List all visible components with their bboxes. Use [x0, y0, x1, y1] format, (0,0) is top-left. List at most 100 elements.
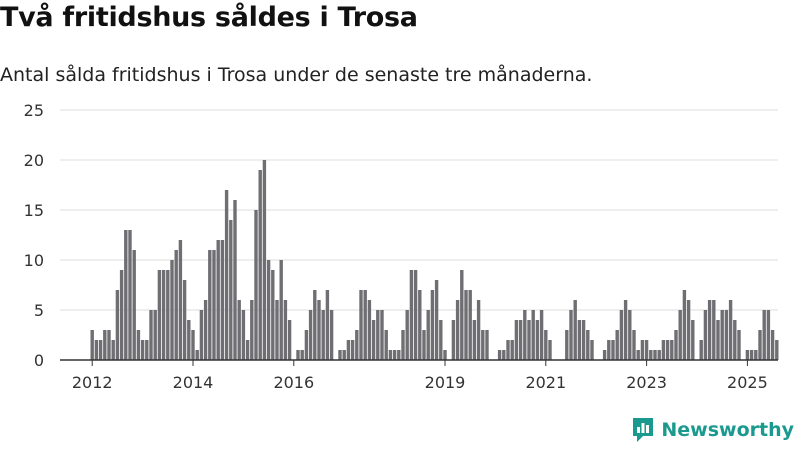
bar — [699, 340, 703, 360]
bar — [308, 310, 313, 360]
bar — [506, 340, 510, 360]
bar — [531, 310, 535, 360]
bar — [275, 300, 279, 360]
bar — [90, 330, 94, 360]
bar — [502, 350, 506, 360]
x-tick-label: 2014 — [173, 373, 214, 392]
bar — [119, 270, 124, 360]
bar — [485, 330, 489, 360]
bar — [590, 340, 594, 360]
bar — [510, 340, 514, 360]
bar — [434, 280, 439, 360]
bar — [296, 350, 300, 360]
bar — [712, 300, 716, 360]
bar — [329, 310, 334, 360]
bar — [758, 330, 762, 360]
bar — [586, 330, 590, 360]
bar — [476, 300, 481, 360]
bar — [422, 330, 426, 360]
bar — [770, 330, 775, 360]
bar — [178, 240, 183, 360]
bar — [279, 260, 283, 360]
bar — [170, 260, 174, 360]
y-tick-label: 5 — [34, 301, 44, 320]
bar — [443, 350, 447, 360]
bar — [380, 310, 384, 360]
bar — [195, 350, 199, 360]
bar — [208, 250, 212, 360]
bar — [140, 340, 145, 360]
bar — [665, 340, 670, 360]
bars — [90, 160, 779, 360]
bar — [724, 310, 729, 360]
y-axis-labels: 0 5 10 15 20 25 — [24, 101, 44, 370]
bar — [187, 320, 191, 360]
bar — [250, 300, 254, 360]
bar — [145, 340, 149, 360]
bar — [426, 310, 430, 360]
bar — [153, 310, 157, 360]
bar — [287, 320, 292, 360]
bar — [359, 290, 363, 360]
bar — [149, 310, 153, 360]
bar — [737, 330, 741, 360]
bar — [413, 270, 418, 360]
bar — [523, 310, 527, 360]
y-tick-label: 10 — [24, 251, 44, 270]
bar — [392, 350, 397, 360]
newsworthy-logo-icon — [633, 418, 654, 442]
bar — [229, 220, 233, 360]
bar — [514, 320, 519, 360]
bar — [527, 320, 531, 360]
bar — [703, 310, 708, 360]
bar — [241, 310, 246, 360]
bar — [157, 270, 162, 360]
bar — [653, 350, 657, 360]
bar — [430, 290, 435, 360]
bar — [539, 310, 544, 360]
y-tick-label: 0 — [34, 351, 44, 370]
bar — [602, 350, 607, 360]
bar — [754, 350, 758, 360]
y-tick-label: 20 — [24, 151, 44, 170]
bar — [682, 290, 687, 360]
bar — [199, 310, 204, 360]
bar — [707, 300, 712, 360]
x-tick-label: 2023 — [626, 373, 667, 392]
bar — [472, 320, 477, 360]
bar — [674, 330, 678, 360]
bar — [762, 310, 766, 360]
bar — [623, 300, 628, 360]
bar — [678, 310, 682, 360]
y-tick-label: 25 — [24, 101, 44, 120]
bar — [166, 270, 170, 360]
bar — [720, 310, 724, 360]
bar — [111, 340, 115, 360]
bar — [565, 330, 569, 360]
bar — [174, 250, 178, 360]
bar — [615, 330, 619, 360]
bar — [262, 160, 267, 360]
bar — [355, 330, 359, 360]
bar — [581, 320, 586, 360]
bar — [182, 280, 187, 360]
bar — [258, 170, 262, 360]
bar — [455, 300, 460, 360]
bar — [304, 330, 309, 360]
y-tick-label: 15 — [24, 201, 44, 220]
brand-name: Newsworthy — [661, 419, 794, 441]
bar — [649, 350, 653, 360]
bar — [481, 330, 485, 360]
bar — [124, 230, 128, 360]
bar — [313, 290, 317, 360]
bar — [573, 300, 577, 360]
bar — [619, 310, 624, 360]
x-tick-label: 2012 — [72, 373, 113, 392]
x-tick-label: 2019 — [425, 373, 466, 392]
bar — [548, 340, 552, 360]
bar — [321, 310, 325, 360]
bar — [657, 350, 661, 360]
bar — [401, 330, 405, 360]
brand-logo[interactable]: Newsworthy — [631, 416, 794, 444]
bar — [468, 290, 472, 360]
